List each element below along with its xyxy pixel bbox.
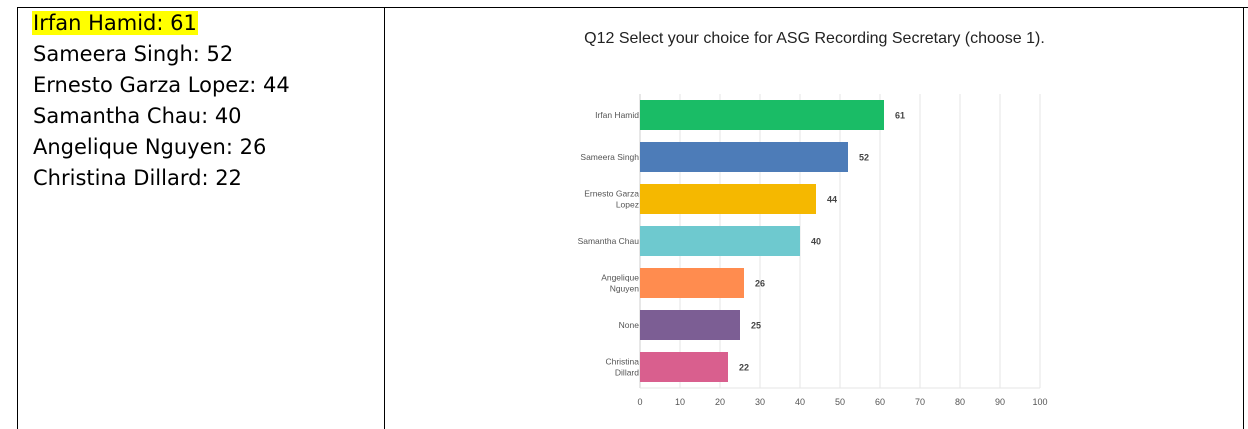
bar [640, 268, 744, 298]
x-tick-label: 0 [637, 397, 642, 407]
category-label: Sameera Singh [580, 152, 639, 162]
table-border-top [17, 7, 1248, 8]
result-irfan-hamid: Irfan Hamid: 61 [32, 8, 382, 39]
category-label: Samantha Chau [578, 236, 640, 246]
category-label: Irfan Hamid [595, 110, 639, 120]
category-label: Lopez [616, 200, 639, 210]
data-label: 25 [751, 321, 761, 331]
chart-title: Q12 Select your choice for ASG Recording… [584, 30, 1045, 47]
x-tick-label: 80 [955, 397, 965, 407]
result-angelique-nguyen: Angelique Nguyen: 26 [32, 132, 382, 163]
category-label: Angelique [601, 273, 639, 283]
data-label: 40 [811, 237, 821, 247]
x-tick-label: 100 [1032, 397, 1047, 407]
data-label: 44 [827, 195, 837, 205]
result-text: Angelique Nguyen: 26 [33, 135, 267, 159]
result-sameera-singh: Sameera Singh: 52 [32, 39, 382, 70]
result-text: Irfan Hamid: 61 [32, 11, 198, 35]
results-list: Irfan Hamid: 61 Sameera Singh: 52 Ernest… [32, 8, 382, 194]
bar [640, 184, 816, 214]
table-border-left [17, 7, 18, 429]
data-label: 61 [895, 111, 905, 121]
data-label: 26 [755, 279, 765, 289]
result-text: Sameera Singh: 52 [33, 42, 234, 66]
bar [640, 100, 884, 130]
result-samantha-chau: Samantha Chau: 40 [32, 101, 382, 132]
table-border-right [1243, 7, 1244, 429]
category-label: Ernesto Garza [584, 189, 639, 199]
result-text: Ernesto Garza Lopez: 44 [33, 73, 290, 97]
x-tick-label: 50 [835, 397, 845, 407]
bar [640, 352, 728, 382]
result-ernesto-garza-lopez: Ernesto Garza Lopez: 44 [32, 70, 382, 101]
x-tick-label: 10 [675, 397, 685, 407]
bar [640, 226, 800, 256]
category-label: Nguyen [610, 284, 640, 294]
category-label: None [619, 320, 640, 330]
result-christina-dillard: Christina Dillard: 22 [32, 163, 382, 194]
x-tick-label: 30 [755, 397, 765, 407]
x-tick-label: 20 [715, 397, 725, 407]
result-text: Samantha Chau: 40 [33, 104, 242, 128]
bar [640, 142, 848, 172]
data-label: 52 [859, 153, 869, 163]
data-label: 22 [739, 363, 749, 373]
x-tick-label: 60 [875, 397, 885, 407]
category-label: Christina [605, 357, 639, 367]
table-border-middle [384, 7, 385, 429]
bar-chart: 0 10 20 30 40 50 60 70 80 90 100 61 Irfan Hamid 52 Sam… [578, 94, 1048, 407]
result-text: Christina Dillard: 22 [33, 166, 242, 190]
bar [640, 310, 740, 340]
category-label: Dillard [615, 368, 639, 378]
x-tick-label: 70 [915, 397, 925, 407]
x-tick-label: 90 [995, 397, 1005, 407]
x-tick-label: 40 [795, 397, 805, 407]
